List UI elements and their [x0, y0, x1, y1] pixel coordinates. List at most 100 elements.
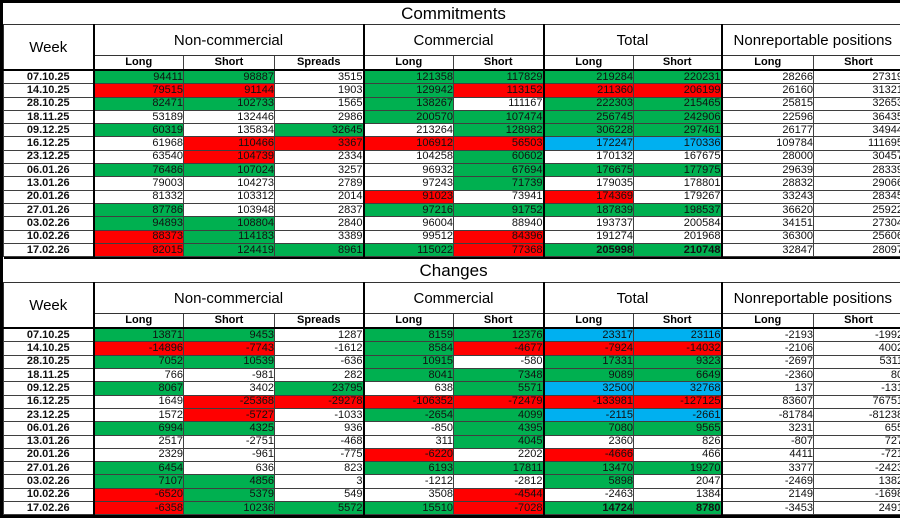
- value-cell: 4411: [722, 448, 814, 461]
- col-header-nonreportable-positions-short: Short: [814, 314, 900, 329]
- week-cell: 14.10.25: [4, 84, 94, 97]
- value-cell: 76486: [94, 164, 184, 177]
- week-cell: 03.02.26: [4, 217, 94, 230]
- value-cell: 4856: [184, 475, 275, 488]
- value-cell: 13871: [94, 328, 184, 342]
- value-cell: -721: [814, 448, 900, 461]
- value-cell: 25815: [722, 97, 814, 110]
- week-cell: 13.01.26: [4, 435, 94, 448]
- value-cell: -6520: [94, 488, 184, 501]
- value-cell: 17811: [454, 462, 544, 475]
- col-header-non-commercial-short: Short: [184, 56, 275, 71]
- value-cell: -807: [722, 435, 814, 448]
- value-cell: 124419: [184, 243, 275, 256]
- value-cell: 3389: [275, 230, 364, 243]
- value-cell: -7743: [184, 342, 275, 355]
- value-cell: 256745: [544, 110, 634, 123]
- value-cell: -81784: [722, 408, 814, 421]
- value-cell: 23116: [634, 328, 722, 342]
- value-cell: 3367: [275, 137, 364, 150]
- week-cell: 16.12.25: [4, 395, 94, 408]
- value-cell: 1572: [94, 408, 184, 421]
- col-header-total-short: Short: [634, 56, 722, 71]
- value-cell: 242906: [634, 110, 722, 123]
- value-cell: 60602: [454, 150, 544, 163]
- value-cell: 2517: [94, 435, 184, 448]
- value-cell: 172247: [544, 137, 634, 150]
- value-cell: 193737: [544, 217, 634, 230]
- value-cell: 121358: [364, 70, 454, 84]
- value-cell: 210748: [634, 243, 722, 256]
- value-cell: 1287: [275, 328, 364, 342]
- value-cell: 826: [634, 435, 722, 448]
- value-cell: 28266: [722, 70, 814, 84]
- value-cell: 128982: [454, 124, 544, 137]
- col-header-commercial-short: Short: [454, 56, 544, 71]
- value-cell: -2423: [814, 462, 900, 475]
- value-cell: 5898: [544, 475, 634, 488]
- group-header-total: Total: [544, 283, 722, 314]
- value-cell: 3377: [722, 462, 814, 475]
- value-cell: 2202: [454, 448, 544, 461]
- col-header-non-commercial-spreads: Spreads: [275, 314, 364, 329]
- value-cell: -775: [275, 448, 364, 461]
- value-cell: -106352: [364, 395, 454, 408]
- value-cell: -133981: [544, 395, 634, 408]
- value-cell: 129942: [364, 84, 454, 97]
- value-cell: 3: [275, 475, 364, 488]
- value-cell: 110466: [184, 137, 275, 150]
- value-cell: 311: [364, 435, 454, 448]
- value-cell: 8584: [364, 342, 454, 355]
- value-cell: 36435: [814, 110, 900, 123]
- week-cell: 10.02.26: [4, 230, 94, 243]
- table-row: Commitments: [4, 3, 900, 25]
- week-cell: 28.10.25: [4, 97, 94, 110]
- value-cell: 170336: [634, 137, 722, 150]
- value-cell: 32645: [275, 124, 364, 137]
- value-cell: 9565: [634, 422, 722, 435]
- value-cell: 71739: [454, 177, 544, 190]
- week-cell: 17.02.26: [4, 243, 94, 256]
- value-cell: 6994: [94, 422, 184, 435]
- value-cell: 3515: [275, 70, 364, 84]
- value-cell: 1384: [634, 488, 722, 501]
- value-cell: 104273: [184, 177, 275, 190]
- value-cell: 200584: [634, 217, 722, 230]
- col-header-total-long: Long: [544, 314, 634, 329]
- value-cell: 104739: [184, 150, 275, 163]
- value-cell: -1698: [814, 488, 900, 501]
- value-cell: -5727: [184, 408, 275, 421]
- value-cell: 211360: [544, 84, 634, 97]
- table-row: Changes: [4, 258, 900, 283]
- value-cell: -2654: [364, 408, 454, 421]
- week-cell: 07.10.25: [4, 70, 94, 84]
- value-cell: -25368: [184, 395, 275, 408]
- value-cell: -981: [184, 369, 275, 382]
- value-cell: 9323: [634, 355, 722, 368]
- value-cell: -4677: [454, 342, 544, 355]
- value-cell: 3508: [364, 488, 454, 501]
- value-cell: 297461: [634, 124, 722, 137]
- col-header-commercial-short: Short: [454, 314, 544, 329]
- value-cell: 107024: [184, 164, 275, 177]
- value-cell: 23795: [275, 382, 364, 395]
- group-header-commercial: Commercial: [364, 283, 544, 314]
- value-cell: 12376: [454, 328, 544, 342]
- group-header-non-commercial: Non-commercial: [94, 25, 364, 56]
- value-cell: 936: [275, 422, 364, 435]
- value-cell: 5379: [184, 488, 275, 501]
- value-cell: 205998: [544, 243, 634, 256]
- week-cell: 27.01.26: [4, 462, 94, 475]
- week-cell: 14.10.25: [4, 342, 94, 355]
- value-cell: 99512: [364, 230, 454, 243]
